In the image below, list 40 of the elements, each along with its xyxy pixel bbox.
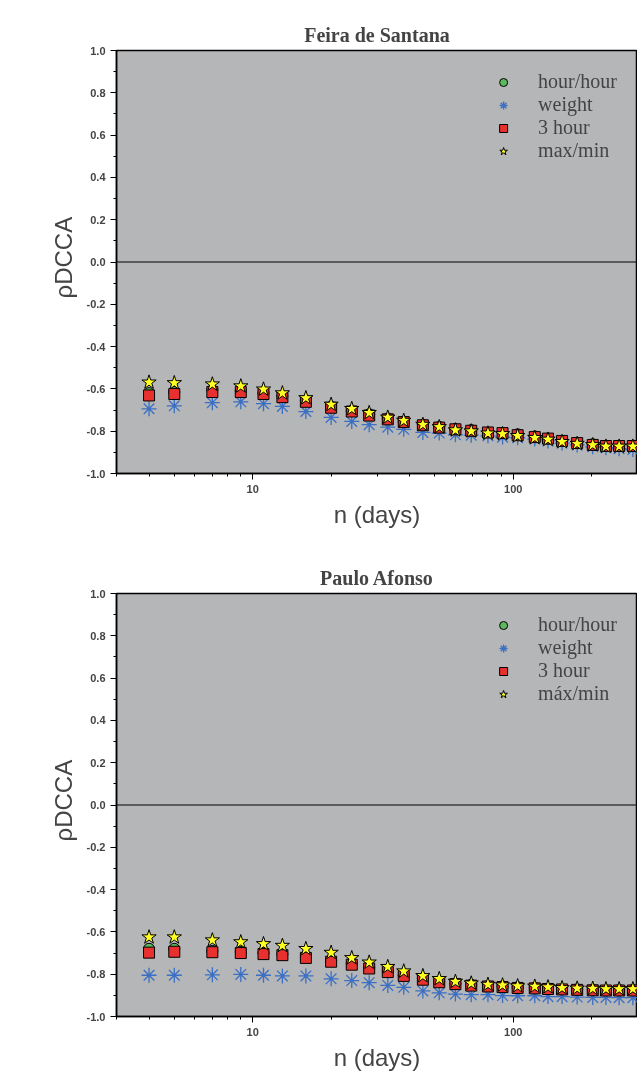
legend-label: max/min	[538, 139, 610, 162]
legend-label: hour/hour	[538, 70, 617, 93]
y-tick-label: 0.6	[90, 129, 106, 142]
y-tick-label: 0.2	[90, 213, 106, 226]
y-axis-title: ρDCCA	[49, 759, 77, 842]
y-tick-label: -0.8	[86, 968, 106, 981]
legend-label: máx/min	[538, 682, 610, 705]
y-axis-title: ρDCCA	[49, 216, 77, 299]
y-tick-label: -0.2	[86, 298, 106, 311]
x-tick-label: 100	[504, 1025, 523, 1038]
y-tick-label: -0.6	[86, 382, 106, 395]
legend-label: 3 hour	[538, 116, 590, 139]
y-tick-label: -1.0	[86, 1010, 106, 1023]
y-tick-label: 0.4	[90, 714, 107, 727]
x-axis-title: n (days)	[333, 500, 421, 528]
legend-label: hour/hour	[538, 613, 617, 636]
legend-label: weight	[538, 636, 593, 659]
y-tick-label: -0.4	[86, 340, 107, 353]
y-tick-label: 0.0	[90, 799, 106, 811]
x-tick-label: 100	[504, 482, 523, 495]
y-tick-label: 0.6	[90, 672, 106, 685]
y-tick-label: 0.0	[90, 256, 106, 268]
y-tick-label: 1.0	[90, 44, 106, 57]
x-axis-title: n (days)	[333, 1043, 421, 1071]
y-tick-label: 0.8	[90, 86, 106, 99]
y-tick-label: -0.4	[86, 883, 107, 896]
y-tick-label: -0.8	[86, 425, 106, 438]
y-tick-label: -0.2	[86, 841, 106, 854]
y-tick-label: -0.6	[86, 925, 106, 938]
y-tick-label: 1.0	[90, 587, 106, 600]
y-tick-label: 0.8	[90, 629, 106, 642]
legend-label: 3 hour	[538, 659, 590, 682]
legend-label: weight	[538, 93, 593, 116]
x-tick-label: 10	[246, 1025, 259, 1038]
chart-title: Paulo Afonso	[320, 566, 433, 589]
y-tick-label: -1.0	[86, 467, 106, 480]
x-tick-label: 10	[246, 482, 259, 495]
y-tick-label: 0.2	[90, 756, 106, 769]
chart-title: Feira de Santana	[304, 23, 450, 46]
y-tick-label: 0.4	[90, 171, 107, 184]
